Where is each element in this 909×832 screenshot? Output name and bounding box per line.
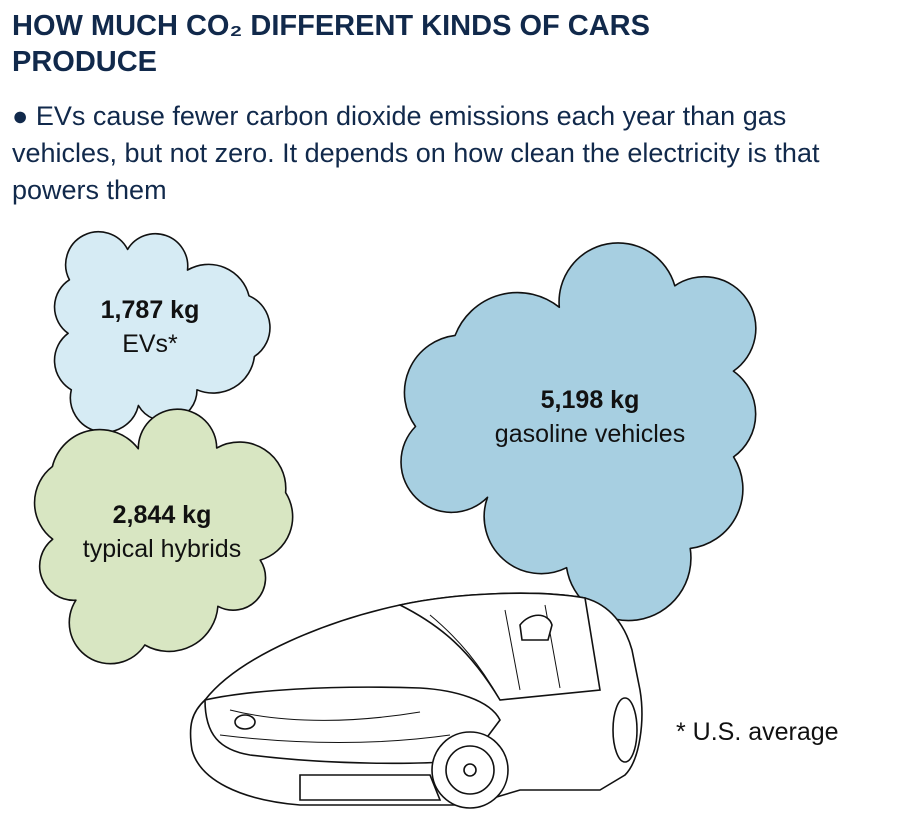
- cloud: [400, 242, 757, 622]
- footnote: * U.S. average: [676, 718, 839, 746]
- car-illustration: [189, 592, 643, 809]
- category-label: EVs*: [122, 330, 178, 358]
- chart-title: HOW MUCH CO₂ DIFFERENT KINDS OF CARS PRO…: [12, 10, 650, 78]
- value-label: 5,198 kg: [541, 386, 640, 414]
- category-label: gasoline vehicles: [495, 420, 685, 448]
- chart-subtitle: EVs cause fewer carbon dioxide emissions…: [12, 98, 842, 209]
- value-label: 1,787 kg: [101, 296, 200, 324]
- value-label: 2,844 kg: [113, 501, 212, 529]
- cloud: [33, 408, 294, 665]
- category-label: typical hybrids: [83, 535, 241, 563]
- clouds: 1,787 kg EVs* 2,844 kg typical hybrids 5,198…: [33, 231, 757, 665]
